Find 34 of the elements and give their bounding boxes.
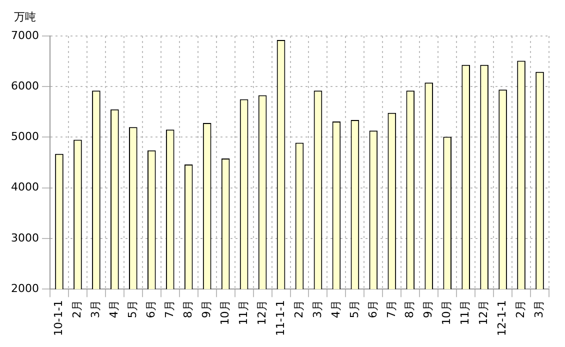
x-tick-label: 12月 [477, 300, 490, 326]
x-tick-label: 12-1-1 [496, 300, 509, 336]
x-tick-label: 9月 [200, 300, 213, 318]
x-tick-label: 3月 [310, 300, 324, 318]
x-tick-label: 2月 [514, 300, 528, 318]
x-tick-label: 2月 [292, 300, 306, 318]
x-tick-label: 11-1-1 [274, 300, 287, 336]
y-tick-label: 4000 [10, 180, 39, 194]
x-tick-label: 8月 [181, 300, 194, 318]
y-tick-label: 2000 [10, 282, 39, 295]
x-tick-label: 11月 [236, 300, 250, 326]
x-tick-label: 4月 [329, 300, 342, 318]
x-tick-label: 5月 [126, 300, 140, 318]
x-tick-label: 11月 [458, 300, 472, 326]
x-tick-label: 6月 [144, 300, 158, 318]
y-tick-label: 7000 [10, 28, 39, 42]
x-tick-label: 7月 [384, 300, 398, 318]
x-tick-label: 5月 [348, 300, 361, 318]
x-tick-label: 12月 [255, 300, 268, 326]
x-tick-label: 10月 [218, 300, 232, 326]
y-tick-label: 5000 [10, 130, 39, 144]
x-tick-label: 8月 [403, 300, 416, 318]
x-tick-label: 2月 [70, 300, 84, 318]
x-tick-label: 3月 [532, 300, 546, 318]
x-tick-label: 9月 [422, 300, 435, 318]
x-tick-label: 10-1-1 [52, 300, 66, 336]
y-tick-label: 6000 [10, 79, 39, 92]
x-tick-label: 6月 [366, 300, 380, 318]
x-tick-label: 3月 [89, 300, 102, 318]
x-tick-label: 4月 [108, 300, 121, 318]
x-tick-label: 10月 [440, 300, 454, 326]
y-axis-title: 万吨 [14, 10, 36, 24]
x-tick-label: 7月 [162, 300, 176, 318]
y-tick-label: 3000 [10, 231, 39, 244]
